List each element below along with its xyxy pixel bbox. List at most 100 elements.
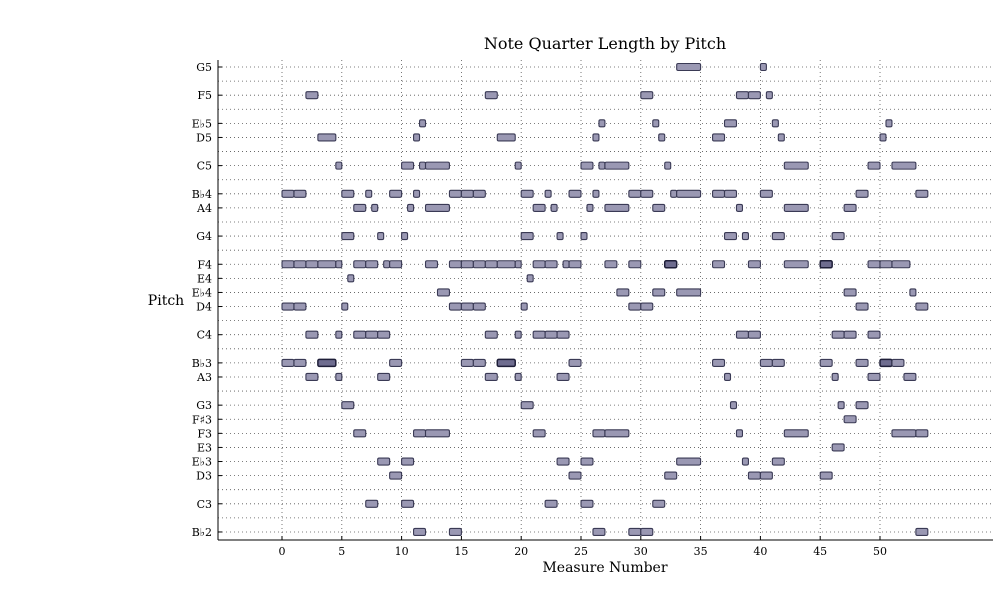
note-bar [460,189,474,198]
note-bar [514,372,522,382]
note-bar [723,372,732,382]
note-bar [335,372,343,382]
note-bar [712,260,726,269]
note-bar [460,358,474,367]
x-tick-label: 25 [574,545,588,558]
x-tick-label: 45 [813,545,827,558]
note-bar [915,189,929,198]
note-bar [676,288,702,297]
note-bar [891,161,917,170]
x-tick-label: 35 [694,545,708,558]
note-bar [640,527,654,537]
note-bar [365,499,379,508]
note-bar [347,274,355,283]
note-bar [281,302,295,311]
note-bar [496,260,516,269]
note-bar [389,471,403,480]
note-bar [544,499,558,508]
note-bar [407,203,415,212]
note-bar [670,189,678,198]
note-bar [424,429,450,438]
note-bar [520,232,534,241]
y-tick-label: B♭4 [192,188,212,201]
note-bar [389,358,403,367]
note-bar [628,302,642,311]
axes [217,60,993,541]
y-tick-label: G3 [196,399,212,412]
y-tick-label: A4 [196,202,212,215]
note-bar [568,358,582,367]
note-bar [401,161,415,170]
note-bar [305,260,319,269]
x-tick-label: 40 [753,545,767,558]
note-bar [676,62,702,72]
note-bar [735,91,749,100]
note-bar [353,330,367,339]
note-bar [879,260,893,269]
note-bar [484,372,498,382]
note-bar [448,260,462,269]
y-tick-label: E♭5 [192,117,212,130]
note-bar [640,302,654,311]
note-bar [771,232,785,241]
note-bar [843,330,857,339]
note-bar [783,203,809,212]
note-bar [496,133,516,142]
note-bar [652,288,666,297]
note-bar [604,203,630,212]
note-bar [885,119,893,128]
note-bar [317,133,337,142]
note-bar [580,457,594,466]
note-bar [532,330,546,339]
note-bar [514,161,522,170]
note-bar [604,260,618,269]
note-bar [484,91,498,100]
note-bar [712,133,726,142]
y-tick-label: E3 [197,441,212,454]
note-bar [658,133,666,142]
note-bar [532,260,546,269]
note-bar [652,203,666,212]
note-bar [759,358,773,367]
note-bar [783,260,809,269]
y-tick-label: E♭4 [192,286,212,299]
x-tick-label: 15 [454,545,468,558]
note-bar [532,203,546,212]
note-bar [580,161,594,170]
note-bar [281,189,295,198]
note-bar [592,429,606,438]
note-bar [676,457,702,466]
note-bar [556,232,564,241]
note-bar [568,471,582,480]
note-bar [747,330,761,339]
note-bar [867,372,881,382]
note-bar [664,161,672,170]
note-bar [867,161,881,170]
y-axis-title: Pitch [148,293,184,309]
note-bar [377,330,391,339]
note-bar [819,358,833,367]
note-bar [879,133,887,142]
x-axis-title: Measure Number [542,560,667,576]
note-bar [843,415,857,424]
note-bar [472,189,486,198]
note-bar [293,358,307,367]
note-bar [735,203,744,212]
note-bar [514,330,522,339]
y-tick-label: E♭3 [192,456,212,469]
note-bar [562,260,570,269]
x-tick-label: 50 [873,545,887,558]
note-bar [771,457,785,466]
note-bar [909,288,917,297]
note-bar [598,161,606,170]
note-bar [765,91,773,100]
note-bar [341,232,355,241]
note-bar [281,358,295,367]
note-bar [556,330,570,339]
x-ticks: 0 5 10 15 20 25 30 35 40 45 50 [279,536,887,558]
y-tick-label: C4 [197,329,212,342]
note-bar [484,260,498,269]
y-tick-label: F♯3 [192,413,212,426]
note-bar [377,457,391,466]
